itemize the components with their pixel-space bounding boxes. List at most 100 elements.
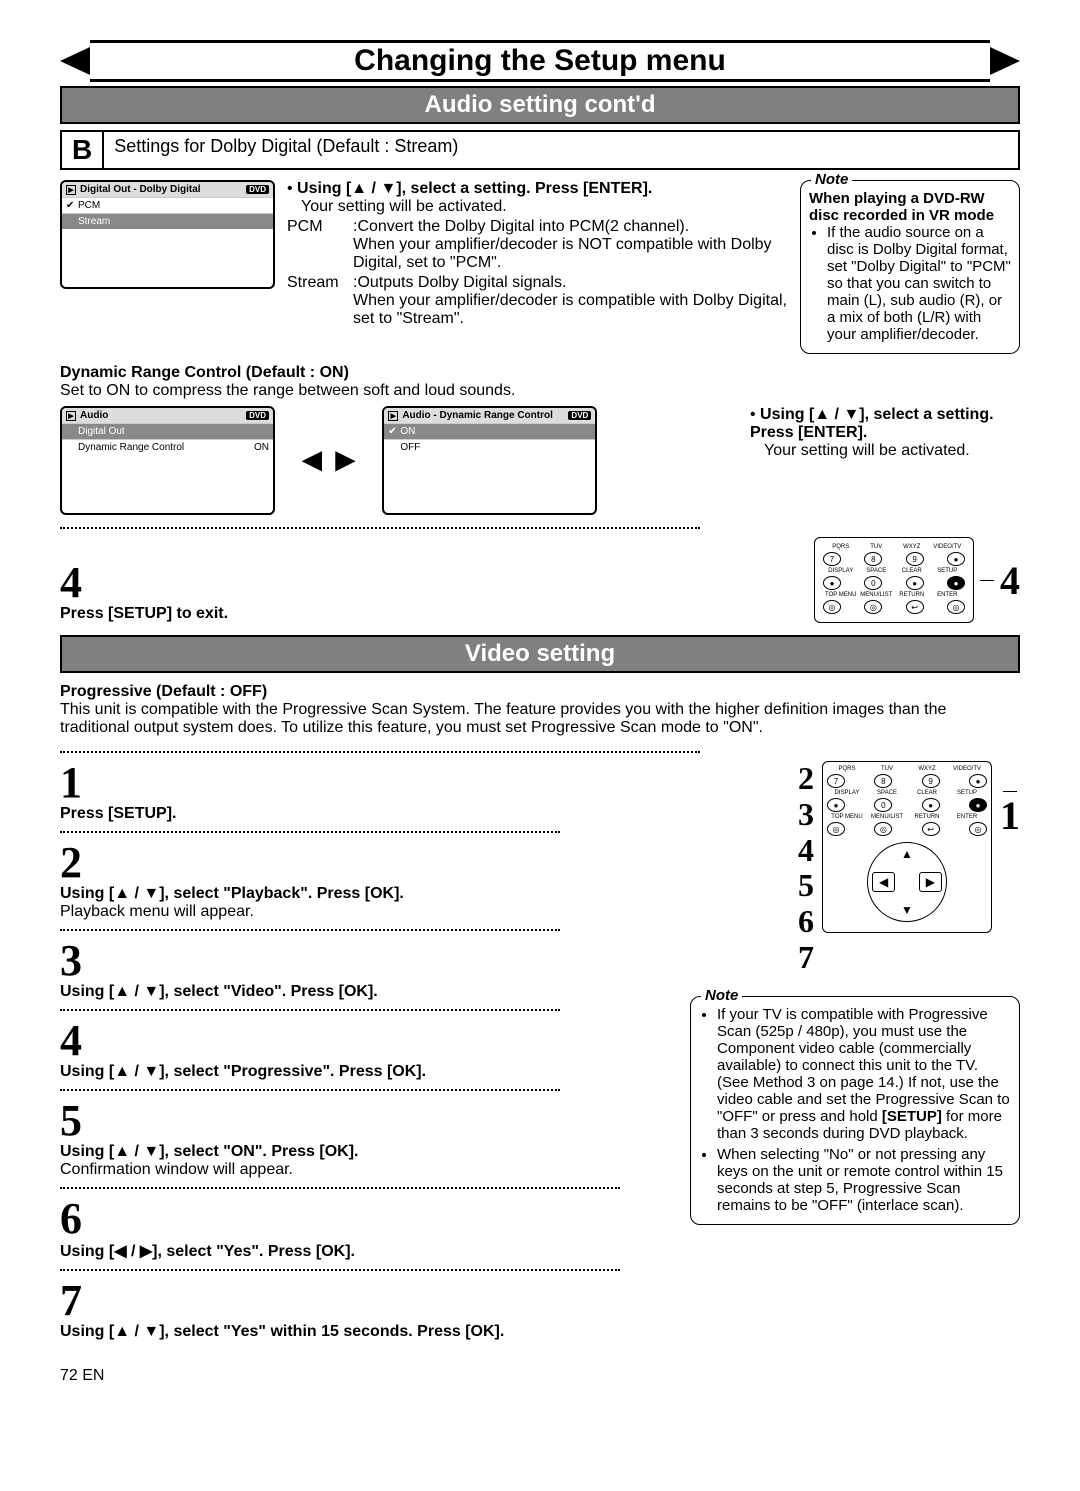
divider: [60, 929, 560, 931]
banner-ornament-left: [60, 47, 90, 75]
menu-title: Digital Out - Dolby Digital: [80, 184, 201, 195]
menu-row: ✔PCM: [62, 197, 273, 213]
menu-row: Digital Out: [62, 423, 273, 439]
pcm-desc: :Convert the Dolby Digital into PCM(2 ch…: [353, 218, 788, 272]
remote-button: 9: [922, 774, 940, 788]
menu-row: Stream: [62, 213, 273, 229]
step-bold: Using [◀ / ▶], select "Yes". Press [OK].: [60, 1243, 355, 1260]
step-number: 5: [60, 1099, 670, 1143]
step-bold: Press [SETUP].: [60, 805, 176, 822]
menu-title: Audio: [80, 410, 108, 421]
subsection-b-header: B Settings for Dolby Digital (Default : …: [60, 130, 1020, 170]
progressive-heading: Progressive (Default : OFF): [60, 683, 1020, 701]
divider: [60, 1009, 560, 1011]
step-6: 6 Using [◀ / ▶], select "Yes". Press [OK]…: [60, 1197, 670, 1261]
remote-button: ●: [906, 576, 924, 590]
banner-ornament-right: [990, 47, 1020, 75]
remote-button: ●: [969, 798, 987, 812]
step-bold: Using [▲ / ▼], select "ON". Press [OK].: [60, 1143, 358, 1160]
remote-button: 0: [864, 576, 882, 590]
note-box-1: Note When playing a DVD-RW disc recorded…: [800, 180, 1020, 354]
note-box-2: Note If your TV is compatible with Progr…: [690, 996, 1020, 1225]
drc-menu: ▶ Audio - Dynamic Range Control DVD ✔ONO…: [382, 406, 597, 515]
step-bold: Using [▲ / ▼], select "Playback". Press …: [60, 885, 404, 902]
remote-button: ●: [947, 552, 965, 566]
step-text: Playback menu will appear.: [60, 903, 670, 921]
remote-button: ◎: [874, 822, 892, 836]
remote-button: ◎: [969, 822, 987, 836]
remote-button: 8: [874, 774, 892, 788]
remote-button: 9: [906, 552, 924, 566]
dvd-tag: DVD: [568, 411, 591, 420]
menu-icon: ▶: [388, 411, 398, 421]
drc-sub: Set to ON to compress the range between …: [60, 382, 1020, 400]
remote-button: 8: [864, 552, 882, 566]
dolby-digital-menu: ▶ Digital Out - Dolby Digital DVD ✔PCMSt…: [60, 180, 275, 289]
video-section-bar: Video setting: [60, 635, 1020, 673]
remote-button: 0: [874, 798, 892, 812]
step-number: 2: [60, 841, 670, 885]
menu-icon: ▶: [66, 185, 76, 195]
remote-diagram-2: PQRSTUVWXYZVIDEO/TV789●DISPLAYSPACECLEAR…: [822, 761, 992, 933]
menu-row: Dynamic Range ControlON: [62, 439, 273, 455]
divider: [60, 1187, 620, 1189]
dvd-tag: DVD: [246, 411, 269, 420]
divider: [60, 1089, 560, 1091]
step-number: 6: [60, 1197, 670, 1241]
drc-heading: Dynamic Range Control (Default : ON): [60, 364, 1020, 382]
pcm-term: PCM: [287, 218, 345, 272]
step-5: 5Using [▲ / ▼], select "ON". Press [OK].…: [60, 1099, 670, 1179]
page-number: 72 EN: [60, 1367, 1020, 1385]
divider: [60, 1269, 620, 1271]
remote-callout-4: PQRSTUVWXYZVIDEO/TV789●DISPLAYSPACECLEAR…: [814, 537, 1020, 623]
dpad-up-icon: ▲: [901, 847, 913, 861]
remote-button: ●: [969, 774, 987, 788]
step-bold: Using [▲ / ▼], select "Yes" within 15 se…: [60, 1323, 504, 1340]
step-4-text: Press [SETUP] to exit.: [60, 605, 228, 622]
remote-button: ◎: [947, 600, 965, 614]
progressive-sub: This unit is compatible with the Progres…: [60, 701, 1020, 737]
banner-title: Changing the Setup menu: [90, 40, 990, 82]
remote-button: ◎: [827, 822, 845, 836]
step-number: 7: [60, 1279, 670, 1323]
callout-number-1: 1: [1000, 792, 1020, 839]
remote-button: ●: [827, 798, 845, 812]
remote-callout-numbers: 2 3 4 5 6 7: [798, 761, 814, 976]
menu-title: Audio - Dynamic Range Control: [402, 410, 553, 421]
remote-button: 7: [827, 774, 845, 788]
page-banner: Changing the Setup menu: [60, 40, 1020, 82]
divider: [60, 527, 700, 529]
step-4: 4Using [▲ / ▼], select "Progressive". Pr…: [60, 1019, 670, 1081]
remote-button: ↩: [906, 600, 924, 614]
remote-button: ↩: [922, 822, 940, 836]
dolby-instruction-head: Using [▲ / ▼], select a setting. Press […: [297, 180, 652, 197]
remote-diagram: PQRSTUVWXYZVIDEO/TV789●DISPLAYSPACECLEAR…: [814, 537, 974, 623]
step-number: 4: [60, 1019, 670, 1063]
remote-button: ●: [823, 576, 841, 590]
subsection-b-text: Settings for Dolby Digital (Default : St…: [104, 132, 1018, 168]
dpad-left-icon: ◀: [872, 872, 895, 892]
remote-button: ◎: [864, 600, 882, 614]
dolby-instruction-sub: Your setting will be activated.: [287, 198, 788, 216]
menu-row: OFF: [384, 439, 595, 455]
note-label: Note: [701, 987, 742, 1004]
step-1: 1Press [SETUP].: [60, 761, 670, 823]
stream-term: Stream: [287, 274, 345, 328]
audio-menu: ▶ Audio DVD Digital OutDynamic Range Con…: [60, 406, 275, 515]
stream-desc: :Outputs Dolby Digital signals. When you…: [353, 274, 788, 328]
remote-button: 7: [823, 552, 841, 566]
drc-instr-head: Using [▲ / ▼], select a setting. Press […: [750, 406, 994, 441]
step-number: 1: [60, 761, 670, 805]
step-3: 3Using [▲ / ▼], select "Video". Press [O…: [60, 939, 670, 1001]
dpad: ▲ ▼ ◀ ▶: [867, 842, 947, 922]
callout-number-4: 4: [1000, 557, 1020, 604]
audio-section-bar: Audio setting cont'd: [60, 86, 1020, 124]
remote-button: ◎: [823, 600, 841, 614]
step-text: Confirmation window will appear.: [60, 1161, 670, 1179]
divider: [60, 751, 700, 753]
note1-body: If the audio source on a disc is Dolby D…: [827, 224, 1011, 343]
menu-icon: ▶: [66, 411, 76, 421]
remote-button: ●: [922, 798, 940, 812]
divider: [60, 831, 560, 833]
step-bold: Using [▲ / ▼], select "Progressive". Pre…: [60, 1063, 426, 1080]
